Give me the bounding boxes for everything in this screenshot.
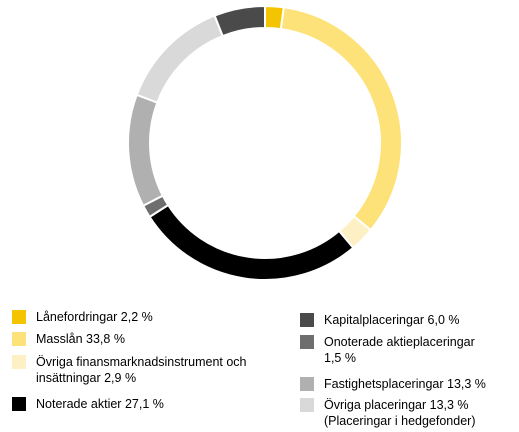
legend-label: Onoterade aktieplaceringar [324,335,475,349]
legend-swatch [300,377,314,391]
donut-segment [135,14,225,104]
legend-label: Lånefordringar [36,310,118,324]
chart [127,4,403,281]
legend-value: 33,8 % [86,332,125,346]
legend-swatch [300,313,314,327]
legend-value: 2,9 % [104,371,137,385]
legend-item: Lånefordringar 2,2 % [36,309,276,325]
legend-value: 2,2 % [120,310,153,324]
legend-item: Kapitalplaceringar 6,0 % [324,312,519,328]
legend-value: 13,3 % [447,377,486,391]
legend-label: Fastighetsplaceringar [324,377,444,391]
legend-item: Onoterade aktieplaceringar 1,5 % [324,334,514,366]
legend-value: 27,1 % [124,397,164,411]
legend-label: Masslån [36,332,83,346]
legend-swatch [300,398,314,412]
legend-value: 13,3 % [429,398,469,412]
legend-swatch [300,335,314,349]
legend-swatch [12,355,26,369]
annotation: (Placeringar i hedgefonder) [324,414,476,428]
legend-value: 1,5 % [324,351,356,365]
legend-item: Övriga placeringar 13,3 % (Placeringar i … [324,397,519,429]
legend-swatch [12,397,26,411]
legend-label: Övriga placeringar [324,398,427,412]
legend-item: Masslån 33,8 % [36,331,276,347]
donut-segment [213,4,266,38]
legend-swatch [12,332,26,346]
legend-item: Noterade aktier 27,1 % [36,396,276,412]
legend-value: 6,0 % [427,313,460,327]
donut-segment [279,6,403,232]
donut-segment [148,203,355,281]
legend-swatch [12,310,26,324]
donut-segment [127,93,165,208]
legend-label: Noterade aktier [36,397,122,411]
legend-item: Fastighetsplaceringar 13,3 % [324,376,519,392]
legend-label: Övriga finansmarknadsinstrument och insä… [36,355,247,385]
legend-label: Kapitalplaceringar [324,313,425,327]
legend-item: Övriga finansmarknadsinstrument och insä… [36,354,276,386]
